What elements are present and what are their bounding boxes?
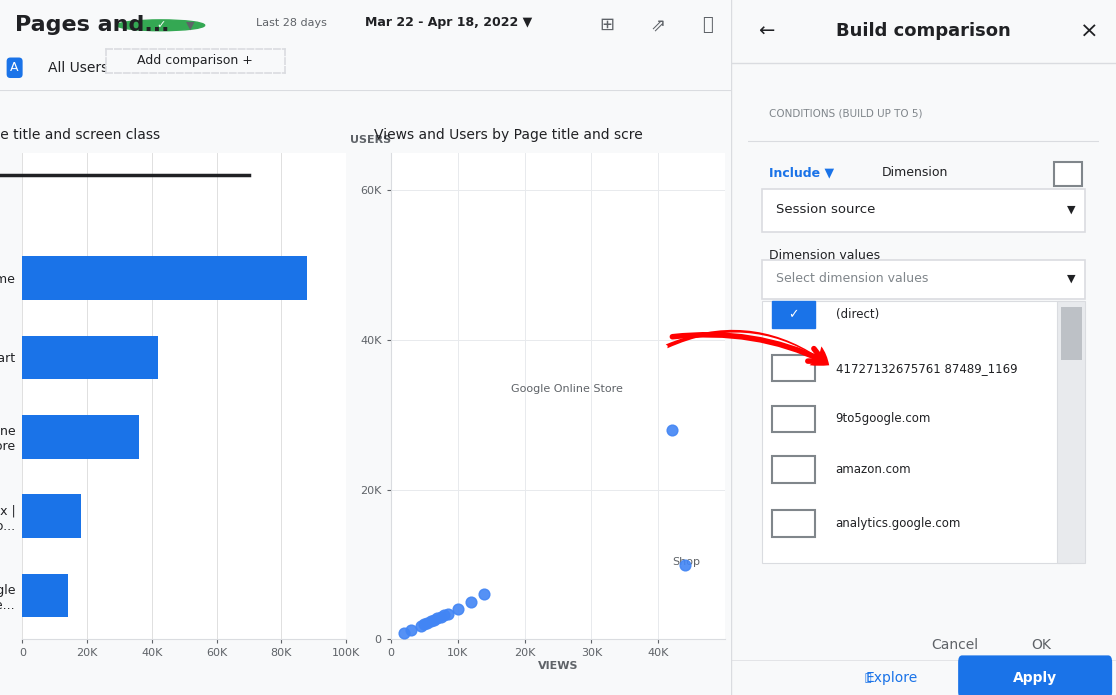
FancyBboxPatch shape — [772, 457, 815, 483]
FancyBboxPatch shape — [1054, 162, 1081, 186]
FancyBboxPatch shape — [959, 655, 1113, 695]
Text: Views by Page title and screen class: Views by Page title and screen class — [0, 128, 161, 142]
Text: Select dimension values: Select dimension values — [776, 272, 929, 285]
Text: Views and Users by Page title and scre: Views and Users by Page title and scre — [374, 128, 643, 142]
Text: 〜: 〜 — [702, 16, 712, 34]
Text: Last 28 days: Last 28 days — [256, 17, 327, 28]
Bar — [22, 494, 80, 538]
Text: ⊞: ⊞ — [599, 16, 615, 34]
Text: amazon.com: amazon.com — [836, 464, 912, 476]
Point — [432, 612, 450, 623]
Text: CONDITIONS (BUILD UP TO 5): CONDITIONS (BUILD UP TO 5) — [769, 109, 922, 119]
Point — [418, 617, 436, 628]
Point — [663, 424, 681, 435]
FancyBboxPatch shape — [1060, 306, 1081, 360]
Text: OK: OK — [1031, 638, 1051, 652]
Text: Google Online Store: Google Online Store — [511, 384, 623, 394]
Text: All Users: All Users — [48, 60, 108, 75]
Bar — [22, 573, 68, 617]
FancyBboxPatch shape — [772, 301, 815, 328]
FancyBboxPatch shape — [731, 0, 1116, 63]
Text: (direct): (direct) — [836, 308, 879, 321]
FancyBboxPatch shape — [772, 354, 815, 382]
Text: Mar 22 - Apr 18, 2022 ▼: Mar 22 - Apr 18, 2022 ▼ — [366, 16, 532, 29]
Point — [475, 589, 493, 600]
Text: 9to5google.com: 9to5google.com — [836, 412, 931, 425]
Circle shape — [117, 20, 204, 31]
Text: ⓘ: ⓘ — [858, 673, 872, 682]
Text: ←: ← — [758, 22, 775, 41]
Text: ▼: ▼ — [1067, 204, 1076, 214]
FancyBboxPatch shape — [772, 406, 815, 432]
Text: Add comparison +: Add comparison + — [137, 54, 253, 67]
Text: Pages and...: Pages and... — [15, 15, 170, 35]
Text: Shop: Shop — [672, 557, 700, 566]
Text: ✓: ✓ — [156, 20, 165, 31]
Bar — [22, 336, 158, 379]
Text: ▼: ▼ — [186, 20, 195, 31]
Text: ✓: ✓ — [788, 308, 799, 321]
Point — [449, 604, 466, 615]
Point — [425, 614, 443, 626]
FancyBboxPatch shape — [762, 260, 1085, 299]
FancyBboxPatch shape — [762, 301, 1071, 564]
Text: ⇗: ⇗ — [651, 16, 666, 34]
Bar — [22, 415, 138, 459]
FancyBboxPatch shape — [772, 510, 815, 537]
FancyBboxPatch shape — [762, 189, 1085, 231]
Text: 41727132675761 87489_1169: 41727132675761 87489_1169 — [836, 361, 1017, 375]
Point — [395, 628, 413, 639]
Point — [412, 621, 430, 632]
Text: A: A — [10, 61, 19, 74]
Text: Session source: Session source — [776, 203, 875, 215]
Point — [429, 613, 446, 624]
Text: Cancel: Cancel — [931, 638, 979, 652]
Text: Dimension: Dimension — [882, 166, 947, 179]
X-axis label: VIEWS: VIEWS — [538, 661, 578, 671]
Text: Build comparison: Build comparison — [836, 22, 1011, 40]
Text: Include ▼: Include ▼ — [769, 166, 834, 179]
Text: Dimension values: Dimension values — [769, 250, 879, 262]
Text: ▼: ▼ — [1067, 274, 1076, 284]
Text: analytics.google.com: analytics.google.com — [836, 517, 961, 530]
Point — [415, 619, 433, 630]
Point — [402, 625, 420, 636]
Point — [422, 616, 440, 627]
Text: USERS: USERS — [350, 135, 392, 145]
Text: Apply: Apply — [1013, 671, 1057, 685]
FancyBboxPatch shape — [1057, 301, 1085, 564]
Point — [435, 610, 453, 621]
Text: ×: × — [1080, 22, 1098, 41]
FancyBboxPatch shape — [731, 660, 1116, 695]
Point — [676, 559, 694, 570]
Bar — [22, 256, 307, 300]
Point — [439, 608, 456, 619]
Text: Explore: Explore — [866, 671, 918, 685]
Point — [462, 596, 480, 607]
